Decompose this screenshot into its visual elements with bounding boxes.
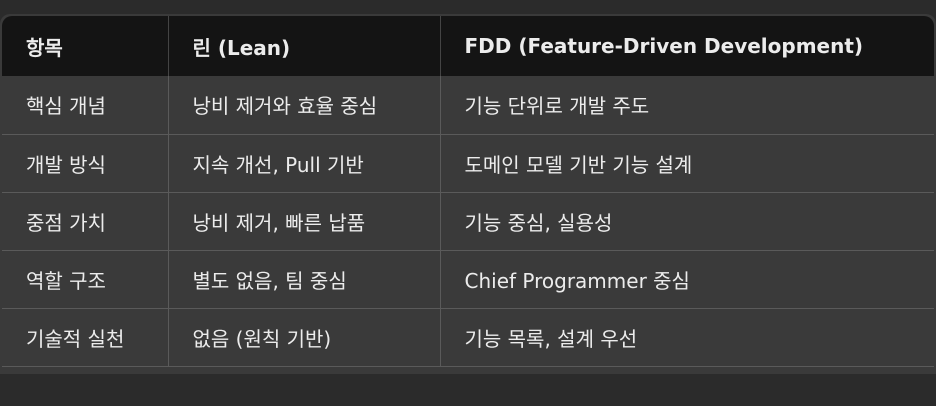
table-header: 항목 린 (Lean) FDD (Feature-Driven Developm… bbox=[2, 16, 934, 76]
row-label: 핵심 개념 bbox=[2, 76, 169, 134]
fdd-cell: 기능 중심, 실용성 bbox=[464, 210, 613, 235]
fdd-cell: 도메인 모델 기반 기능 설계 bbox=[464, 152, 693, 177]
header-cell-item: 항목 bbox=[2, 16, 169, 76]
fdd-cell: 기능 목록, 설계 우선 bbox=[464, 326, 638, 351]
row-label: 기술적 실천 bbox=[2, 308, 169, 366]
lean-cell: 별도 없음, 팀 중심 bbox=[168, 250, 441, 308]
table-row: 기술적 실천 없음 (원칙 기반) 기능 목록, 설계 우선 bbox=[2, 308, 934, 366]
table-row: 개발 방식 지속 개선, Pull 기반 도메인 모델 기반 기능 설계 bbox=[2, 134, 934, 192]
row-label: 중점 가치 bbox=[2, 192, 169, 250]
header-cell-fdd: FDD (Feature-Driven Development) bbox=[464, 34, 864, 58]
lean-cell: 낭비 제거, 빠른 납품 bbox=[168, 192, 441, 250]
lean-cell: 지속 개선, Pull 기반 bbox=[168, 134, 441, 192]
fdd-cell: Chief Programmer 중심 bbox=[464, 268, 690, 293]
header-cell-lean: 린 (Lean) bbox=[168, 16, 441, 76]
lean-cell: 낭비 제거와 효율 중심 bbox=[168, 76, 441, 134]
table-row: 역할 구조 별도 없음, 팀 중심 Chief Programmer 중심 bbox=[2, 250, 934, 308]
row-label: 개발 방식 bbox=[2, 134, 169, 192]
table-row: 핵심 개념 낭비 제거와 효율 중심 기능 단위로 개발 주도 bbox=[2, 76, 934, 134]
comparison-table: 항목 린 (Lean) FDD (Feature-Driven Developm… bbox=[2, 16, 934, 367]
lean-cell: 없음 (원칙 기반) bbox=[168, 308, 441, 366]
table-row: 중점 가치 낭비 제거, 빠른 납품 기능 중심, 실용성 bbox=[2, 192, 934, 250]
header-row: 항목 린 (Lean) FDD (Feature-Driven Developm… bbox=[2, 16, 934, 76]
fdd-cell: 기능 단위로 개발 주도 bbox=[464, 94, 650, 119]
table-body: 핵심 개념 낭비 제거와 효율 중심 기능 단위로 개발 주도 개발 방식 지속… bbox=[2, 76, 934, 366]
row-label: 역할 구조 bbox=[2, 250, 169, 308]
